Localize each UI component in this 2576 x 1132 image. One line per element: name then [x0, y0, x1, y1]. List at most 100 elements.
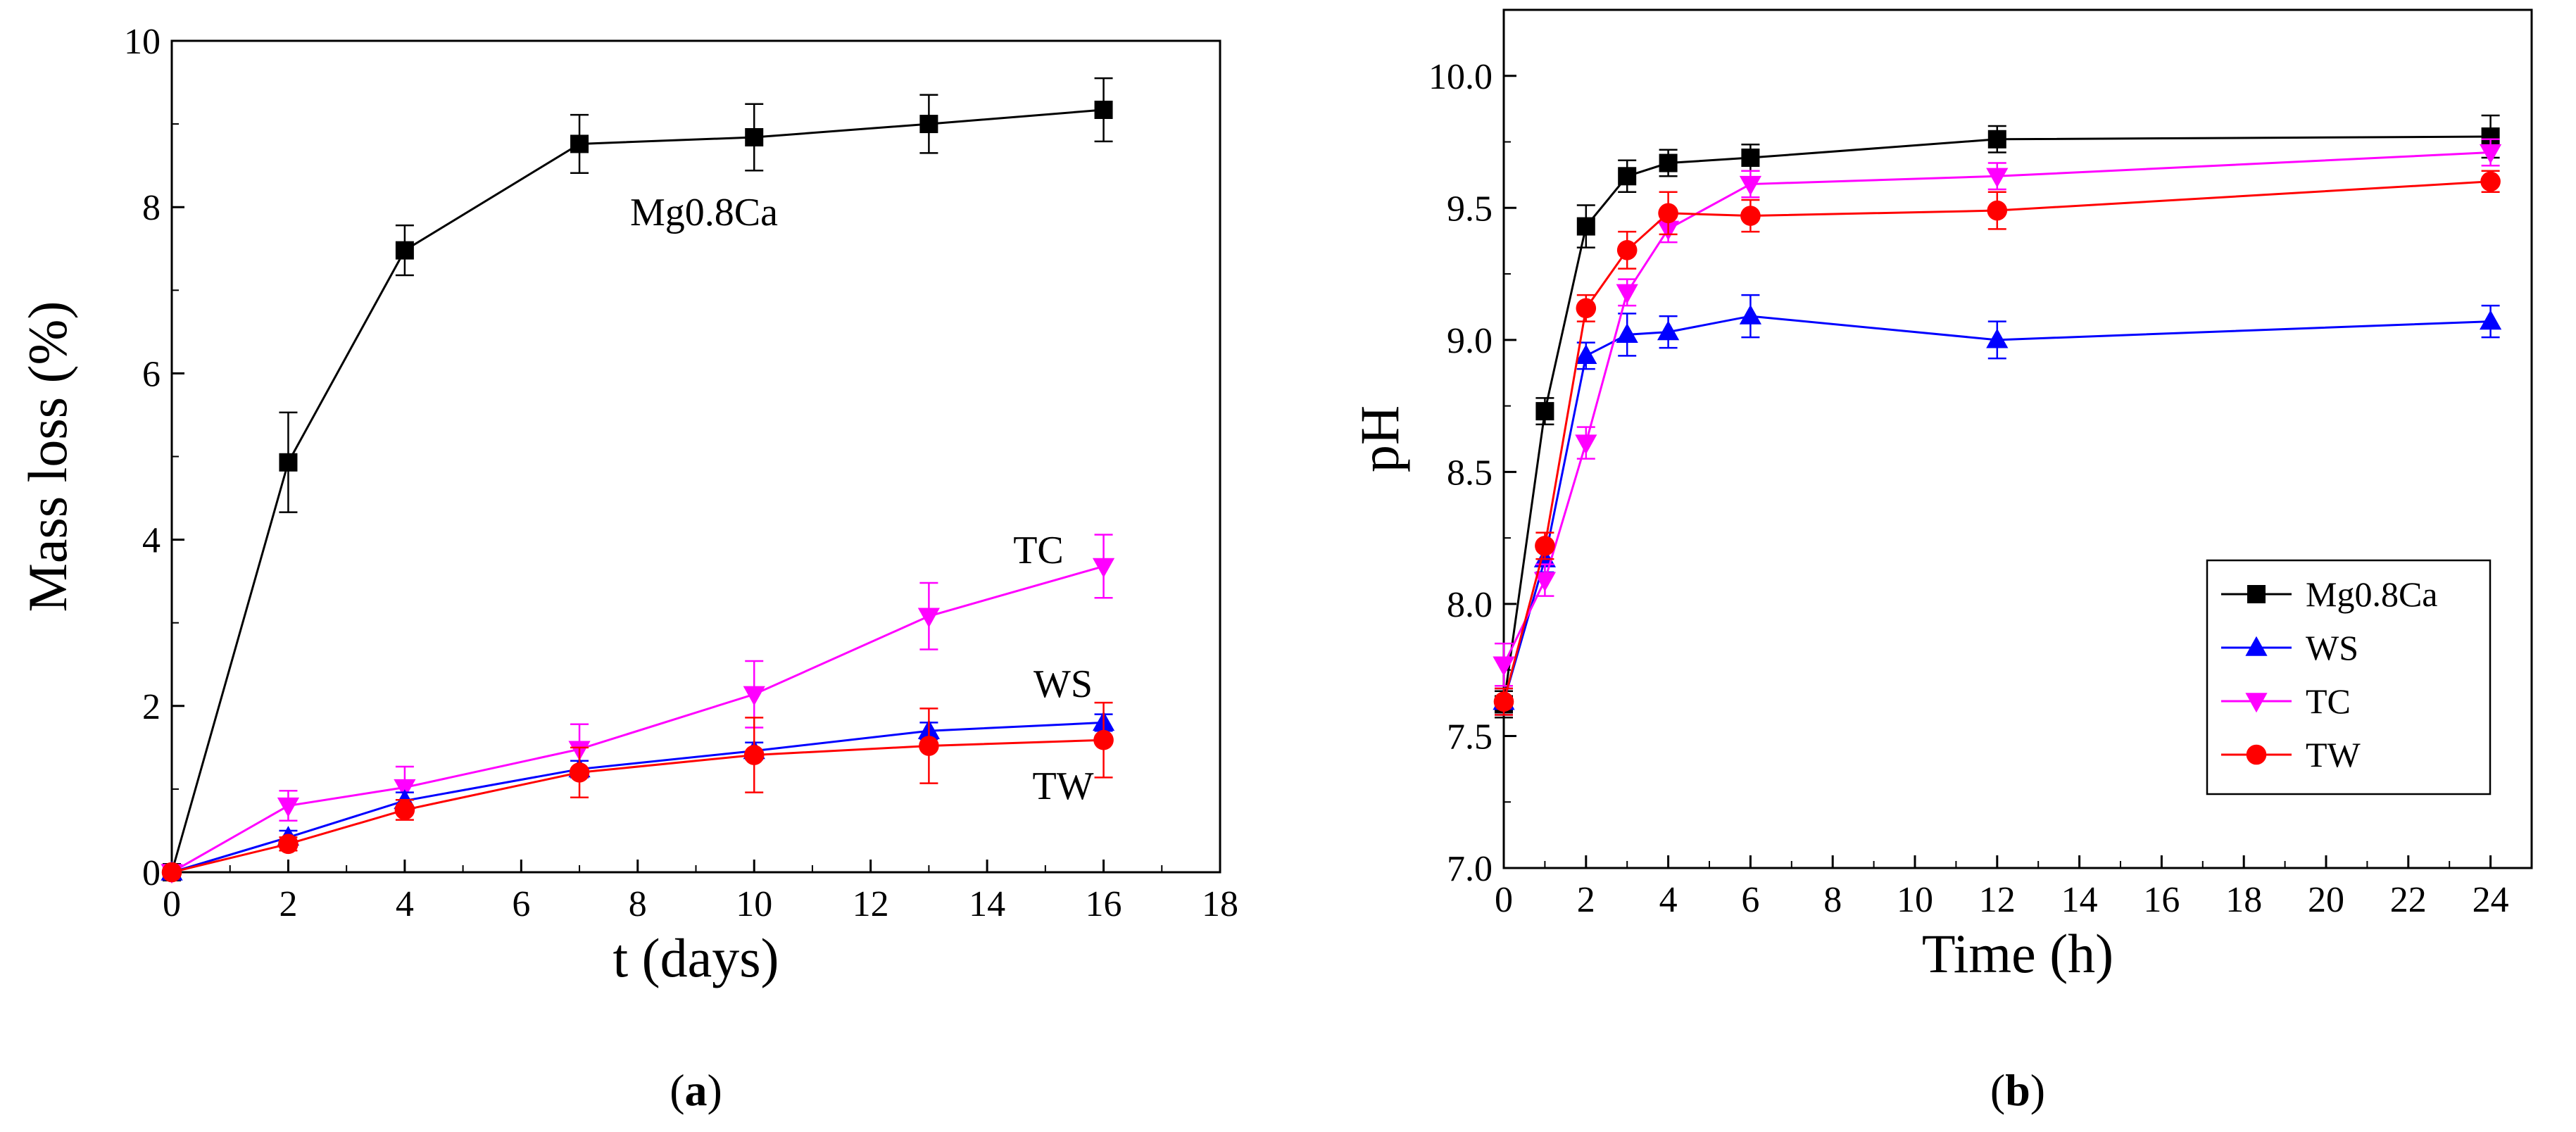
data-point-tw: [919, 736, 939, 756]
data-point-tc: [2480, 144, 2502, 164]
data-point-tw: [1616, 240, 1638, 260]
x-tick-label: 2: [1577, 880, 1595, 920]
series-line-ws: [1502, 315, 2491, 703]
y-tick-label: 8.0: [1447, 585, 1493, 625]
data-point-tw: [394, 800, 415, 820]
x-tick-label: 24: [2473, 880, 2509, 920]
panel-label: (b): [1990, 1065, 2045, 1115]
series-tc: [1493, 138, 2502, 687]
data-point-mg0-8ca: [570, 134, 589, 153]
data-point-tc: [394, 779, 416, 799]
data-point-mg0-8ca: [1741, 149, 1760, 168]
legend-entry-ws: WS: [2221, 628, 2358, 667]
y-tick-label: 0: [142, 853, 161, 893]
x-tick-label: 4: [396, 884, 414, 924]
legend-label: WS: [2306, 628, 2358, 667]
data-point-tc: [1493, 656, 1515, 677]
x-tick-label: 10: [736, 884, 772, 924]
data-point-tw: [1987, 200, 2008, 221]
y-tick-label: 4: [142, 521, 161, 561]
data-point-tw: [1493, 691, 1514, 712]
y-tick-label: 9.0: [1447, 321, 1493, 361]
series-annotation-tw: TW: [1032, 765, 1093, 808]
x-axis-title: t (days): [612, 927, 779, 988]
x-tick-label: 8: [629, 884, 647, 924]
data-point-mg0-8ca: [919, 115, 938, 134]
data-point-tc: [743, 686, 765, 706]
series-annotation-tc: TC: [1013, 529, 1064, 572]
data-point-mg0-8ca: [1659, 153, 1678, 172]
x-tick-label: 4: [1659, 880, 1678, 920]
x-tick-label: 0: [1495, 880, 1513, 920]
data-point-tc: [917, 608, 940, 628]
series-line-mg0-8ca: [1502, 135, 2491, 705]
x-tick-label: 8: [1823, 880, 1842, 920]
y-tick-label: 8.5: [1447, 453, 1493, 493]
data-point-mg0-8ca: [1618, 167, 1637, 186]
data-point-tc: [1739, 175, 1761, 196]
data-point-tw: [278, 834, 299, 855]
data-point-tc: [1575, 434, 1597, 455]
legend-entry-tw: TW: [2221, 735, 2361, 774]
series-line-tw: [171, 738, 1104, 874]
data-point-mg0-8ca: [1094, 101, 1113, 120]
x-tick-label: 16: [1086, 884, 1122, 924]
data-point-tc: [277, 797, 300, 817]
x-tick-label: 0: [163, 884, 181, 924]
data-point-tc: [1986, 168, 2009, 188]
x-tick-label: 20: [2308, 880, 2344, 920]
data-point-tc: [1092, 558, 1115, 578]
data-point-mg0-8ca: [1987, 130, 2006, 149]
panel-b-chart: 0 2 4 6 8 10 12 14 16 18 20 22 247.07.58.08.59.09.51…: [1349, 8, 2533, 1115]
y-tick-label: 9.5: [1447, 189, 1493, 229]
data-point-tw: [1658, 203, 1678, 224]
series-line-tc: [171, 565, 1104, 874]
data-point-tw: [2480, 171, 2501, 192]
data-point-ws: [1616, 323, 1638, 344]
legend-label: TC: [2306, 681, 2351, 721]
x-tick-label: 6: [512, 884, 530, 924]
x-tick-label: 10: [1897, 880, 1933, 920]
legend-marker-ws: [2245, 636, 2268, 656]
data-point-mg0-8ca: [1576, 217, 1595, 236]
x-tick-label: 18: [2225, 880, 2262, 920]
y-tick-label: 10: [124, 22, 161, 62]
data-point-ws: [1739, 304, 1761, 325]
data-point-tw: [743, 745, 765, 765]
data-point-mg0-8ca: [1535, 402, 1554, 421]
y-tick-label: 7.5: [1447, 717, 1493, 757]
data-point-tc: [1533, 572, 1556, 592]
series-line-tc: [1502, 151, 2491, 665]
series-annotation-ws: WS: [1033, 662, 1093, 706]
data-point-ws: [1657, 320, 1680, 341]
y-axis-title: pH: [1349, 405, 1410, 472]
legend: Mg0.8Ca WS TC TW: [2206, 559, 2492, 795]
series-ws: [161, 711, 1115, 881]
x-tick-label: 6: [1741, 880, 1759, 920]
y-tick-label: 10.0: [1428, 57, 1493, 97]
data-point-ws: [2480, 310, 2502, 330]
legend-label: TW: [2306, 735, 2361, 774]
x-tick-label: 14: [969, 884, 1005, 924]
series-tw: [161, 701, 1114, 883]
data-point-tw: [1535, 536, 1555, 556]
y-tick-label: 2: [142, 687, 161, 727]
legend-marker-tc: [2245, 693, 2268, 713]
data-point-tw: [161, 862, 182, 883]
y-tick-label: 6: [142, 354, 161, 394]
series-tw: [1493, 170, 2501, 716]
data-point-mg0-8ca: [395, 241, 414, 260]
y-tick-label: 8: [142, 188, 161, 228]
x-tick-label: 22: [2390, 880, 2427, 920]
data-point-tc: [1616, 284, 1638, 304]
legend-marker-tw: [2246, 744, 2267, 765]
legend-label: Mg0.8Ca: [2306, 574, 2438, 614]
legend-entry-mg0-8ca: Mg0.8Ca: [2221, 574, 2438, 614]
data-point-tw: [1093, 729, 1114, 750]
panel-label: (a): [670, 1065, 722, 1115]
x-tick-label: 14: [2061, 880, 2098, 920]
data-point-tw: [569, 762, 590, 783]
x-tick-label: 2: [279, 884, 297, 924]
